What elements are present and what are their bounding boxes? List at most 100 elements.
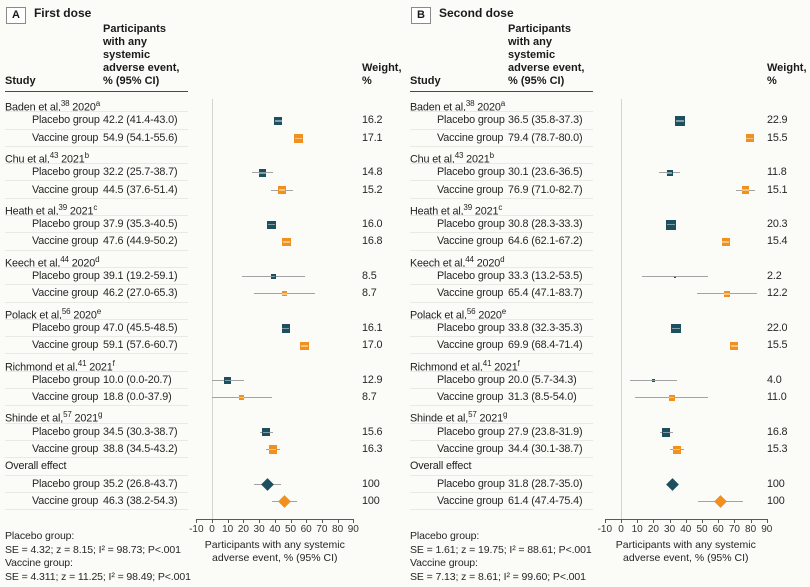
- row-separator: [410, 405, 593, 407]
- group-label: Vaccine group: [437, 235, 504, 248]
- study-header-row: Heath et al,39 2021c: [0, 199, 405, 217]
- group-label: Placebo group: [32, 218, 100, 231]
- group-label: Placebo group: [437, 270, 505, 282]
- stats-footer-line: SE = 4.32; z = 8.15; I² = 98.73; P<.001: [5, 543, 181, 556]
- weight-value: 11.8: [767, 166, 787, 179]
- row-vaccine: Vaccine group 38.8 (34.5-43.2) 16.3: [0, 441, 405, 459]
- placebo-square-marker: [258, 169, 267, 177]
- zero-axis-line: [621, 99, 622, 519]
- vaccine-square-marker: [672, 445, 681, 454]
- group-label: Vaccine group: [437, 494, 504, 507]
- x-axis-tick-label: 40: [680, 524, 692, 535]
- group-label: Placebo group: [437, 114, 505, 127]
- x-axis-tick-label: 50: [284, 524, 297, 535]
- x-axis-tick-label: 80: [332, 524, 344, 535]
- row-placebo: Placebo group 36.5 (35.8-37.3) 22.9: [405, 112, 810, 130]
- x-axis-tick: [734, 519, 736, 523]
- estimate-ci-value: 64.6 (62.1-67.2): [508, 235, 583, 248]
- row-vaccine: Vaccine group 31.3 (8.5-54.0) 11.0: [405, 389, 810, 407]
- vaccine-square-marker: [730, 341, 739, 350]
- row-separator: [5, 197, 188, 199]
- study-header-row: Baden et al,38 2020a: [0, 95, 405, 114]
- x-axis-tick-label: 40: [269, 524, 281, 535]
- row-vaccine: Vaccine group 18.8 (0.0-37.9) 8.7: [0, 389, 405, 407]
- row-placebo: Placebo group 34.5 (30.3-38.7) 15.6: [0, 424, 405, 441]
- stats-footer-line: SE = 1.61; z = 19.75; I² = 88.61; P<.001: [410, 543, 592, 556]
- row-vaccine: Vaccine group 79.4 (78.7-80.0) 15.5: [405, 130, 810, 147]
- column-header-event: Participants with any systemic adverse e…: [103, 23, 180, 87]
- vaccine-square-marker: [668, 394, 675, 401]
- group-label: Placebo group: [32, 373, 100, 386]
- panel-a: A First dose Study Participants with any sy…: [0, 6, 405, 583]
- estimate-ci-value: 34.4 (30.1-38.7): [508, 443, 583, 455]
- x-axis-tick: [669, 519, 671, 523]
- weight-value: 16.8: [767, 425, 788, 438]
- row-placebo: Placebo group 10.0 (0.0-20.7) 12.9: [0, 372, 405, 390]
- row-separator: [410, 353, 593, 355]
- row-separator: [410, 111, 593, 113]
- group-label: Vaccine group: [437, 391, 504, 404]
- study-label: Overall effect: [410, 460, 472, 473]
- stats-footer-line: Placebo group:: [5, 530, 75, 542]
- placebo-square-marker: [666, 220, 676, 230]
- row-vaccine: Vaccine group 47.6 (44.9-50.2) 16.8: [0, 233, 405, 251]
- study-label: Shinde et al,57 2021g: [5, 410, 103, 425]
- weight-value: 16.0: [362, 218, 383, 231]
- study-header-row: Polack et al,56 2020e: [0, 303, 405, 321]
- x-axis-tick: [212, 519, 213, 523]
- row-separator: [410, 197, 593, 199]
- estimate-ci-value: 65.4 (47.1-83.7): [508, 287, 583, 300]
- estimate-ci-value: 18.8 (0.0-37.9): [103, 391, 172, 404]
- study-label: Overall effect: [5, 460, 67, 473]
- group-label: Placebo group: [32, 321, 100, 334]
- column-header-weight: Weight, %: [767, 62, 807, 87]
- row-separator: [410, 145, 593, 147]
- row-separator: [5, 145, 188, 147]
- row-separator: [410, 370, 593, 372]
- weight-value: 16.1: [362, 321, 383, 334]
- placebo-square-marker: [673, 275, 676, 278]
- column-header-weight: Weight, %: [362, 62, 402, 87]
- estimate-ci-value: 42.2 (41.4-43.0): [103, 114, 178, 127]
- row-vaccine: Vaccine group 34.4 (30.1-38.7) 15.3: [405, 441, 810, 459]
- estimate-ci-value: 31.3 (8.5-54.0): [508, 391, 577, 404]
- row-separator: [5, 266, 188, 268]
- weight-value: 16.8: [362, 235, 383, 248]
- row-vaccine: Vaccine group 46.3 (38.2-54.3) 100: [0, 493, 405, 511]
- column-header-rule: [410, 91, 593, 92]
- x-axis-tick: [766, 519, 768, 523]
- estimate-ci-value: 10.0 (0.0-20.7): [103, 373, 172, 386]
- row-separator: [410, 474, 593, 476]
- row-separator: [410, 422, 593, 424]
- vaccine-square-marker: [282, 237, 291, 247]
- estimate-ci-value: 47.0 (45.5-48.5): [103, 321, 178, 334]
- row-separator: [5, 249, 188, 251]
- stats-footer-line: Vaccine group:: [5, 557, 73, 570]
- group-label: Placebo group: [32, 425, 100, 438]
- placebo-square-marker: [652, 379, 655, 382]
- panel-letter-box: B: [411, 7, 431, 24]
- weight-value: 17.0: [362, 339, 383, 352]
- study-header-row: Shinde et al,57 2021g: [0, 406, 405, 425]
- weight-value: 15.3: [767, 443, 788, 455]
- study-header-row: Richmond et al,41 2021f: [405, 355, 810, 373]
- row-separator: [5, 163, 188, 165]
- x-axis-tick: [337, 519, 339, 523]
- estimate-ci-value: 33.3 (13.2-53.5): [508, 270, 583, 282]
- row-vaccine: Vaccine group 44.5 (37.6-51.4) 15.2: [0, 182, 405, 199]
- row-separator: [5, 388, 188, 390]
- study-label: Richmond et al,41 2021f: [5, 358, 115, 374]
- study-label: Richmond et al,41 2021f: [410, 358, 520, 374]
- row-separator: [410, 388, 593, 390]
- x-axis-tick: [750, 519, 752, 523]
- row-separator: [5, 232, 188, 234]
- weight-value: 8.7: [362, 391, 377, 404]
- vaccine-square-marker: [282, 291, 287, 297]
- group-label: Placebo group: [437, 373, 505, 386]
- x-axis-tick-label: -10: [189, 524, 204, 535]
- x-axis-tick-label: 10: [631, 524, 643, 535]
- x-axis-tick: [653, 519, 655, 523]
- row-separator: [5, 180, 188, 182]
- estimate-ci-value: 27.9 (23.8-31.9): [508, 425, 583, 438]
- panel-header: B Second dose: [411, 5, 514, 24]
